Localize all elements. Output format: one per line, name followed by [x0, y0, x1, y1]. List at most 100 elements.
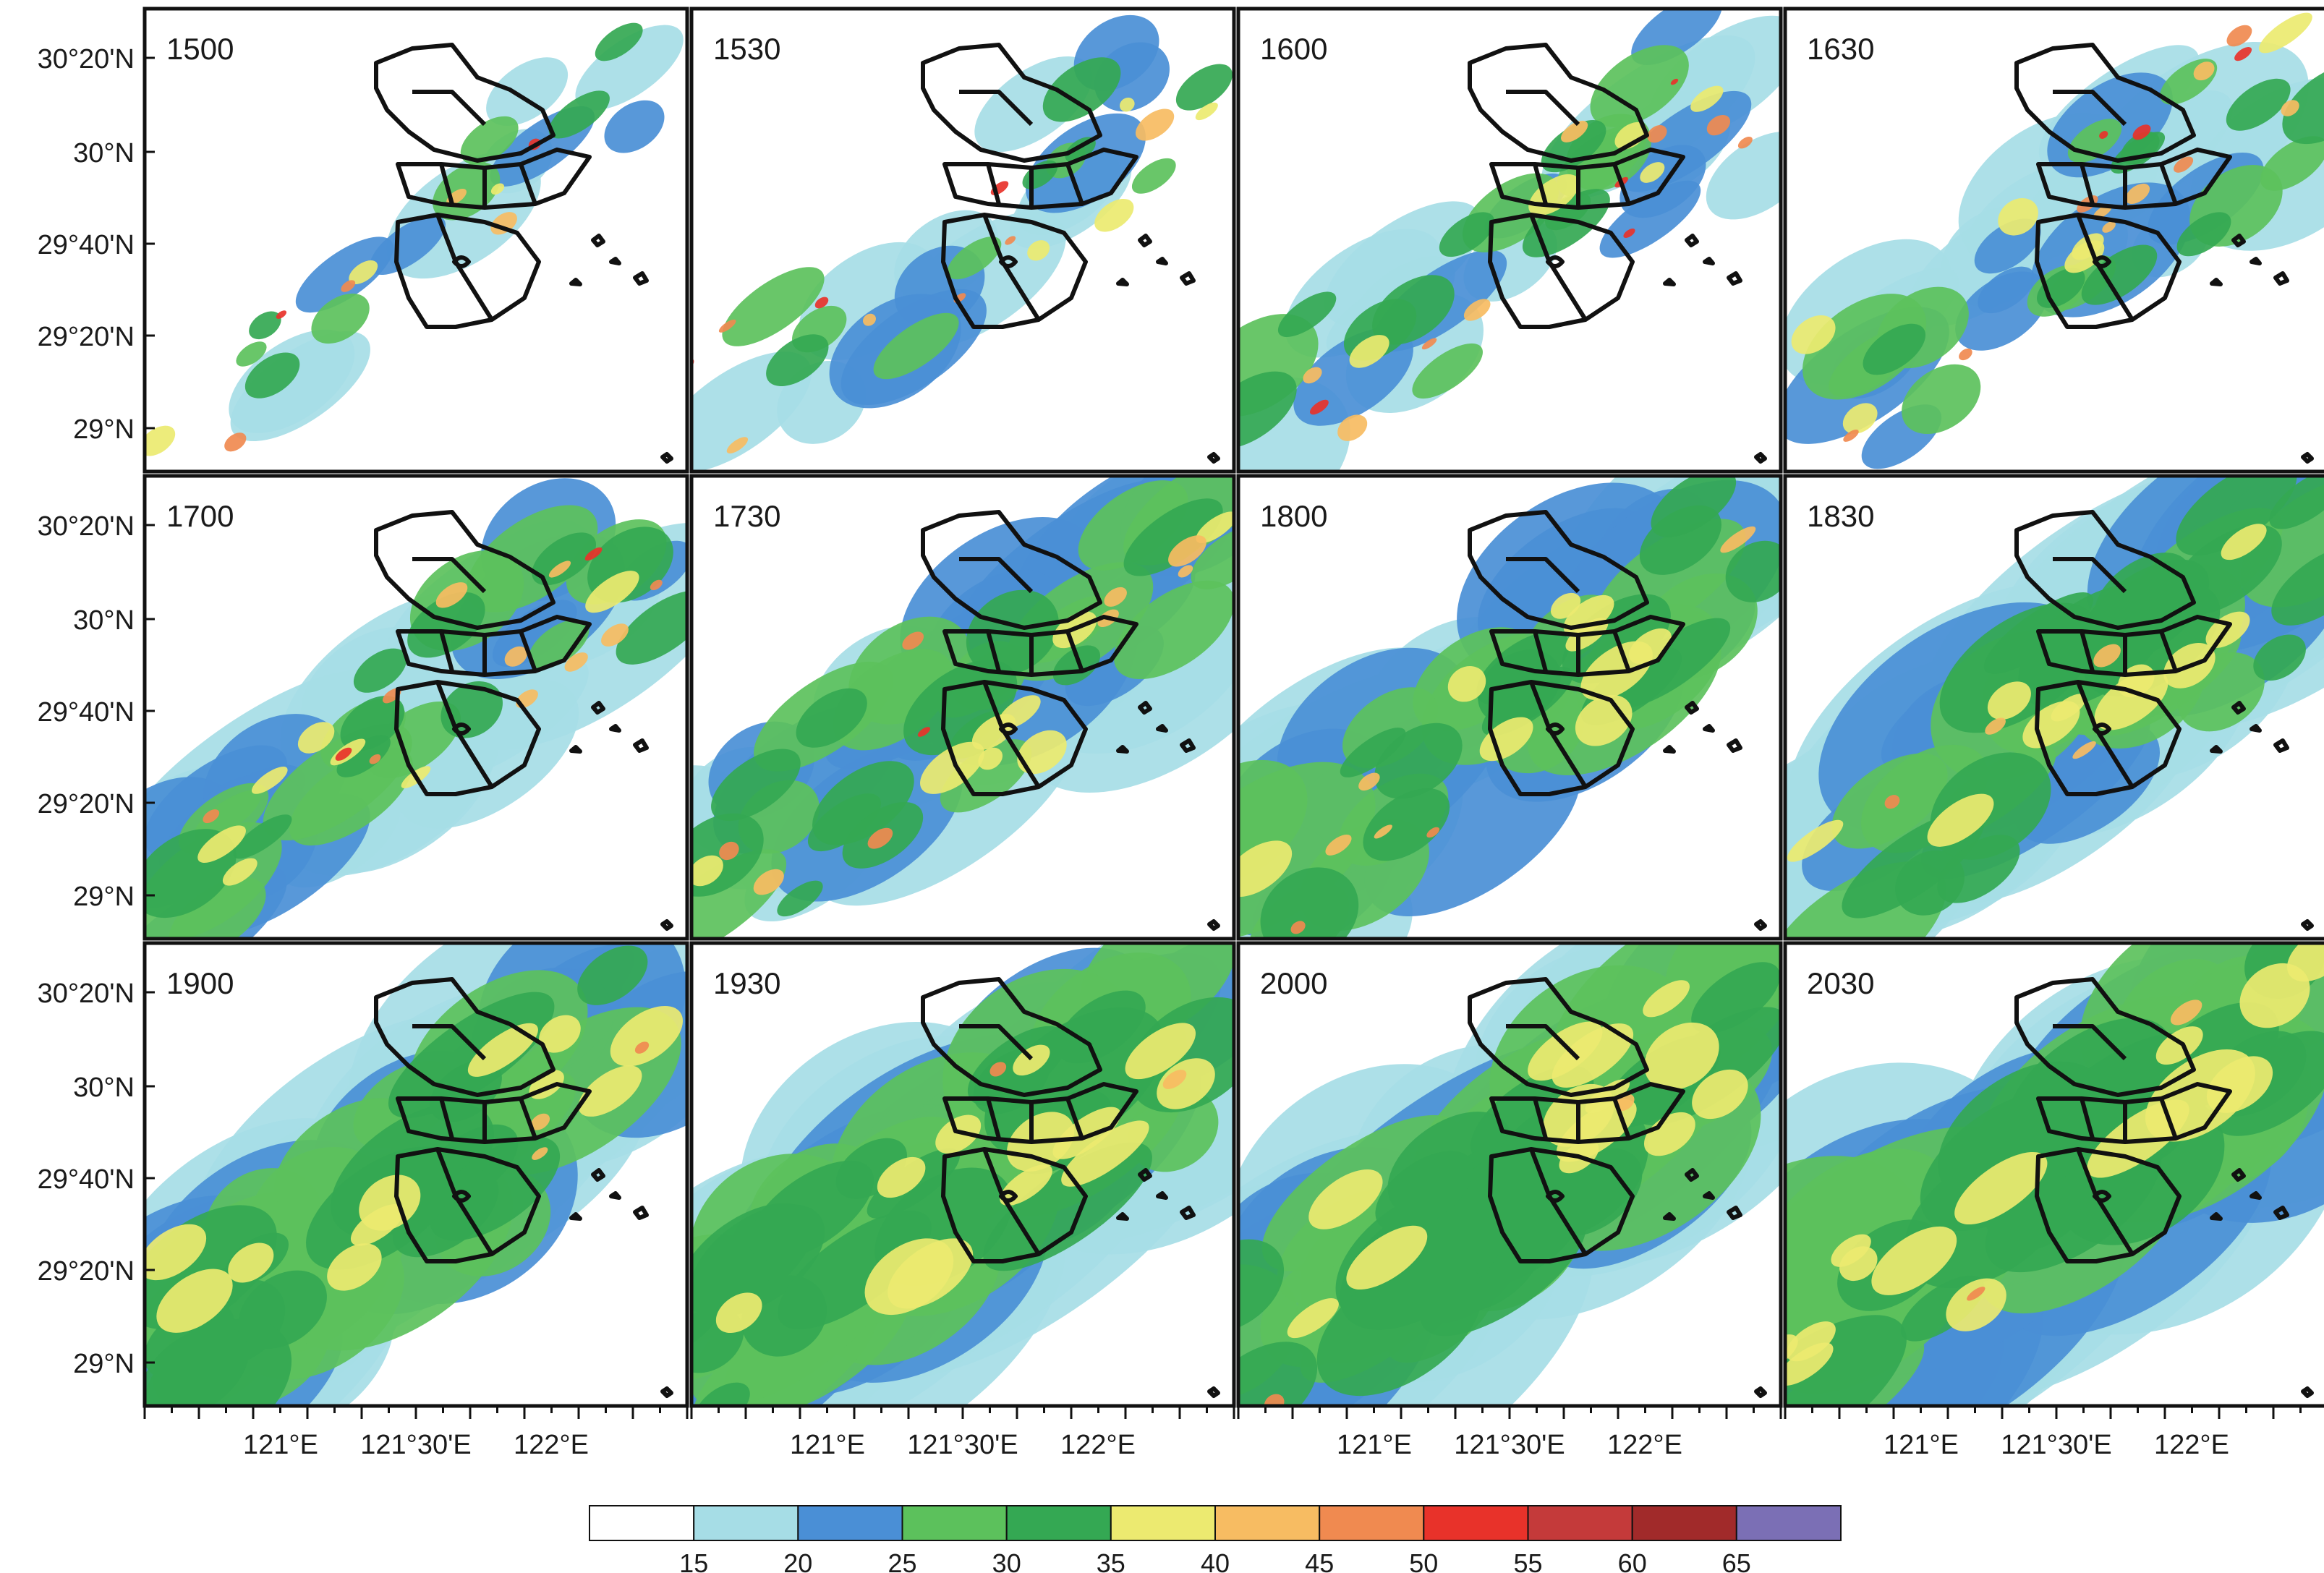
- echo-cell-dark-orange: [203, 809, 220, 824]
- colorbar-swatch: [1214, 1505, 1321, 1541]
- echo-cell-red: [276, 310, 287, 319]
- echo-cell-yellow: [1786, 1321, 1836, 1362]
- colorbar-swatch: [901, 1505, 1008, 1541]
- echo-cell-green: [2282, 63, 2324, 145]
- echo-cell-green: [1375, 1151, 1474, 1232]
- echo-cell-orange: [532, 1147, 548, 1160]
- panel-frame: [1236, 7, 1783, 474]
- echo-cell-blue: [604, 100, 665, 153]
- echo-cell-orange: [726, 437, 749, 453]
- x-axis: 121°E 121°30'E 122°E 121°E 121°30'E 122°E 121°…: [143, 1406, 2302, 1460]
- reflectivity-field: [1785, 12, 2324, 469]
- echo-cell-red: [2234, 47, 2252, 61]
- echo-cell-yellow: [1614, 122, 1647, 150]
- echo-cell-dark-orange: [650, 579, 663, 591]
- x-axis-label: 121°E: [243, 1430, 318, 1460]
- echo-cell-yellow: [864, 1238, 954, 1316]
- x-axis-label: 122°E: [1060, 1430, 1136, 1460]
- echo-cell-green: [595, 22, 643, 61]
- echo-cell-green: [1123, 498, 1223, 576]
- echo-cell-yellow: [1954, 1151, 2048, 1225]
- echo-cell-green: [2210, 1031, 2324, 1136]
- echo-cell-yellow: [1447, 665, 1486, 702]
- echo-cell-dark-orange: [634, 1041, 650, 1054]
- echo-cell-orange: [1135, 108, 1175, 141]
- map-panel-1630: 1630: [1783, 7, 2324, 474]
- panel-time-label: 1900: [166, 966, 234, 1000]
- echo-cell-yellow: [1346, 1225, 1428, 1290]
- echo-cell-orange: [564, 652, 588, 672]
- echo-cell-light-blue: [575, 25, 684, 111]
- echo-cell-yellow: [1831, 1234, 1871, 1267]
- colorbar-tick-label: 35: [1097, 1548, 1125, 1573]
- echo-cell-yellow: [1871, 1226, 1957, 1295]
- echo-cell-yellow: [2155, 1026, 2203, 1065]
- colorbar-swatch: [1319, 1505, 1425, 1541]
- echo-cell-orange: [1358, 772, 1380, 791]
- echo-cell-orange: [2193, 61, 2215, 81]
- echo-cell-green: [983, 1142, 1152, 1271]
- panel-time-label: 1700: [166, 499, 234, 533]
- echo-cell-green: [778, 1211, 932, 1329]
- echo-cell-yellow: [1238, 840, 1293, 898]
- map-panel-2030: 2030: [1783, 941, 2324, 1408]
- echo-cell-orange: [2093, 644, 2121, 668]
- echo-cell-yellow: [467, 1023, 538, 1077]
- echo-cell-light-blue: [486, 57, 569, 126]
- echo-cell-yellow: [1629, 628, 1672, 664]
- y-axis-label: 29°20'N: [38, 322, 135, 352]
- echo-cell-red: [1623, 228, 1635, 239]
- echo-cell-green: [1439, 212, 1495, 257]
- echo-cell-yellow: [1998, 198, 2038, 236]
- echo-cell-green: [2253, 634, 2306, 681]
- echo-cell-yellow: [197, 825, 246, 863]
- echo-cell-green: [1691, 962, 1780, 1033]
- echo-cell-yellow: [1640, 162, 1665, 183]
- colorbar-swatch: [1735, 1505, 1842, 1541]
- echo-cell-green: [1316, 1256, 1483, 1397]
- y-axis-label: 29°40'N: [38, 230, 135, 260]
- map-panel-1900: 1900: [142, 941, 689, 1408]
- echo-cell-green: [2271, 545, 2324, 626]
- echo-cell-yellow: [490, 183, 505, 195]
- x-axis-label: 121°30'E: [2001, 1430, 2111, 1460]
- reflectivity-field: [1785, 476, 2324, 939]
- y-axis-label: 29°N: [73, 414, 135, 445]
- echo-cell-dark-orange: [341, 280, 356, 292]
- colorbar-tick-label: 50: [1409, 1548, 1438, 1573]
- echo-cell-yellow: [1349, 335, 1389, 368]
- echo-cell-green: [749, 1160, 874, 1261]
- echo-cell-yellow: [297, 722, 335, 754]
- echo-cell-dark-orange: [719, 841, 739, 861]
- colorbar-swatch: [1527, 1505, 1633, 1541]
- panel-frame: [1783, 474, 2324, 941]
- echo-cell-yellow: [1479, 717, 1533, 762]
- x-axis-label: 122°E: [514, 1430, 589, 1460]
- panel-time-label: 1600: [1260, 32, 1327, 66]
- echo-cell-yellow: [1927, 793, 1994, 847]
- echo-cell-green: [1785, 1315, 1907, 1406]
- echo-cell-blue: [1955, 271, 2048, 351]
- echo-cell-light-blue: [1706, 131, 1781, 220]
- echo-cell-yellow: [2258, 12, 2312, 54]
- echo-cell-yellow: [1692, 1069, 1748, 1120]
- echo-cell-green: [2176, 476, 2297, 556]
- echo-cell-green: [336, 735, 391, 777]
- echo-cell-green: [577, 945, 648, 1005]
- echo-cell-red: [2132, 124, 2151, 140]
- colorbar-tick-label: 40: [1201, 1548, 1230, 1573]
- echo-cell-green: [2081, 244, 2158, 305]
- echo-cell-yellow: [1552, 1023, 1634, 1088]
- echo-cell-dark-orange: [1843, 429, 1859, 442]
- echo-cell-green: [812, 761, 914, 845]
- colorbar-tick-label: 25: [888, 1548, 916, 1573]
- y-axis-label: 29°40'N: [38, 1164, 135, 1195]
- reflectivity-field: [1238, 943, 1781, 1406]
- echo-cell-orange: [2072, 741, 2096, 759]
- echo-cell-yellow: [222, 858, 257, 886]
- echo-cell-light-green: [873, 312, 959, 380]
- echo-cell-orange: [1463, 299, 1491, 321]
- echo-cell-green: [2084, 583, 2221, 697]
- x-axis-label: 121°30'E: [1454, 1430, 1565, 1460]
- echo-cell-yellow: [1528, 1021, 1603, 1081]
